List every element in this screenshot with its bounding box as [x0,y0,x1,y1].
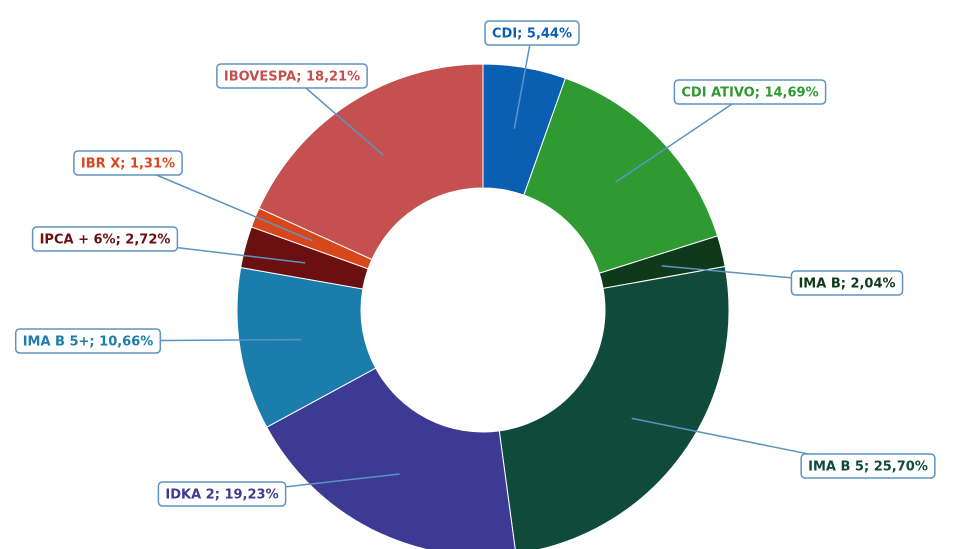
donut-slice [258,63,484,261]
leader-line [127,162,313,242]
data-label: IMA B 5+; 10,66% [14,328,162,354]
label-text: IBOVESPA; 18,21% [224,70,360,85]
label-text: CDI; 5,44% [492,27,572,42]
data-label: IPCA + 6%; 2,72% [31,226,179,252]
label-box [484,20,580,46]
label-text: IDKA 2; 19,23% [165,488,278,503]
label-box [73,150,183,176]
leader-line [291,75,384,156]
data-label: IMA B 5; 25,70% [800,453,936,479]
data-label: CDI ATIVO; 14,69% [673,79,827,105]
label-box [800,453,936,479]
label-box [157,481,287,507]
label-text: CDI ATIVO; 14,69% [681,86,818,101]
label-text: IMA B 5; 25,70% [808,460,928,475]
donut-slice [266,367,516,549]
label-text: IBR X; 1,31% [81,157,175,172]
donut-slice [498,265,730,549]
label-box [673,79,827,105]
label-box [31,226,179,252]
data-label: CDI; 5,44% [484,20,580,46]
data-label: IMA B; 2,04% [790,270,904,296]
donut-slice [523,77,719,274]
label-text: IPCA + 6%; 2,72% [40,233,171,248]
leader-line [614,91,751,183]
label-box [14,328,162,354]
data-label: IBOVESPA; 18,21% [216,63,368,89]
label-box [790,270,904,296]
data-label: IBR X; 1,31% [73,150,183,176]
label-text: IMA B 5+; 10,66% [23,335,154,350]
leader-line [513,32,533,129]
data-label: IDKA 2; 19,23% [157,481,287,507]
label-box [216,63,368,89]
label-text: IMA B; 2,04% [798,277,895,292]
